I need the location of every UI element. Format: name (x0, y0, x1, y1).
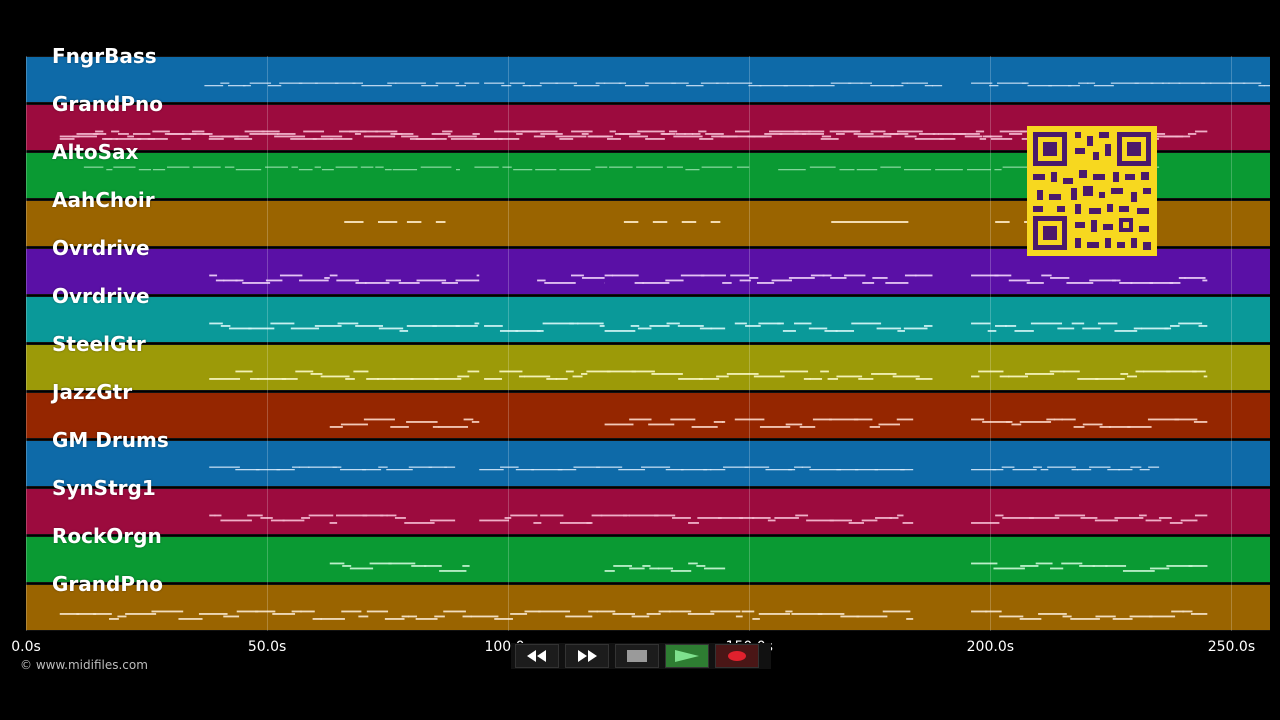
note-segment (604, 418, 726, 428)
track-name: GrandPno (52, 92, 163, 116)
note-segment (479, 514, 914, 524)
note-segment (484, 82, 943, 87)
track-lane (26, 56, 1270, 103)
time-gridline (267, 56, 268, 631)
play-button[interactable] (665, 644, 709, 668)
track-lane (26, 536, 1270, 583)
copyright-text: © www.midifiles.com (20, 658, 148, 672)
qr-code-graphic (1027, 126, 1157, 256)
track-name: GrandPno (52, 572, 163, 596)
note-segment (971, 466, 1160, 471)
track-lane (26, 488, 1270, 535)
track-lane (26, 392, 1270, 439)
note-segment (59, 610, 914, 620)
record-button[interactable] (715, 644, 759, 668)
record-icon (728, 651, 746, 661)
fast-forward-button[interactable] (565, 644, 609, 668)
note-segment (604, 274, 750, 284)
note-segment (971, 562, 1208, 572)
track-name: RockOrgn (52, 524, 162, 548)
rewind-button[interactable] (515, 644, 559, 668)
note-segment (204, 82, 480, 87)
note-segment (971, 274, 1208, 284)
track-name: FngrBass (52, 44, 157, 68)
rewind-icon (527, 650, 546, 662)
stop-button[interactable] (615, 644, 659, 668)
note-segment (971, 322, 1208, 332)
time-gridline (1231, 56, 1232, 631)
qr-code (1027, 126, 1157, 256)
note-segment (474, 166, 750, 171)
track-name: AltoSax (52, 140, 139, 164)
time-gridline (990, 56, 991, 631)
track-lane (26, 344, 1270, 391)
track-lane (26, 440, 1270, 487)
track-name: Ovrdrive (52, 236, 150, 260)
note-segment (329, 418, 480, 428)
time-tick-label: 250.0s (1207, 639, 1256, 655)
note-segment (734, 322, 933, 332)
track-name: AahChoir (52, 188, 155, 212)
note-segment (329, 274, 480, 284)
stop-icon (627, 650, 647, 662)
note-segment (209, 514, 456, 524)
track-name: SteelGtr (52, 332, 146, 356)
track-lane (26, 584, 1270, 631)
note-segment (484, 322, 605, 332)
track-name: GM Drums (52, 428, 169, 452)
note-segment (209, 370, 480, 380)
note-segment (604, 322, 726, 332)
note-segment (329, 562, 470, 572)
note-segment (971, 514, 1208, 524)
time-gridline (26, 56, 27, 631)
track-name: Ovrdrive (52, 284, 150, 308)
time-tick-label: 200.0s (966, 639, 1015, 655)
time-gridline (508, 56, 509, 631)
time-gridline (749, 56, 750, 631)
note-segment (971, 418, 1208, 428)
note-segment (209, 322, 480, 332)
note-segment (484, 370, 933, 380)
fast-forward-icon (578, 650, 597, 662)
note-segment (971, 370, 1208, 380)
track-name: SynStrg1 (52, 476, 156, 500)
note-segment (739, 274, 933, 284)
note-segment (209, 274, 330, 284)
time-tick-label: 0.0s (11, 639, 41, 655)
note-segment (971, 82, 1270, 87)
note-segment (479, 466, 914, 471)
note-segment (83, 166, 460, 171)
note-segment (604, 562, 726, 572)
transport-controls (511, 643, 771, 669)
play-icon (675, 650, 699, 662)
note-segment (734, 418, 914, 428)
time-tick-label: 50.0s (247, 639, 287, 655)
track-name: JazzGtr (52, 380, 133, 404)
note-segment (971, 610, 1208, 620)
note-segment (209, 466, 456, 471)
note-segment (537, 274, 605, 284)
track-lane (26, 296, 1270, 343)
